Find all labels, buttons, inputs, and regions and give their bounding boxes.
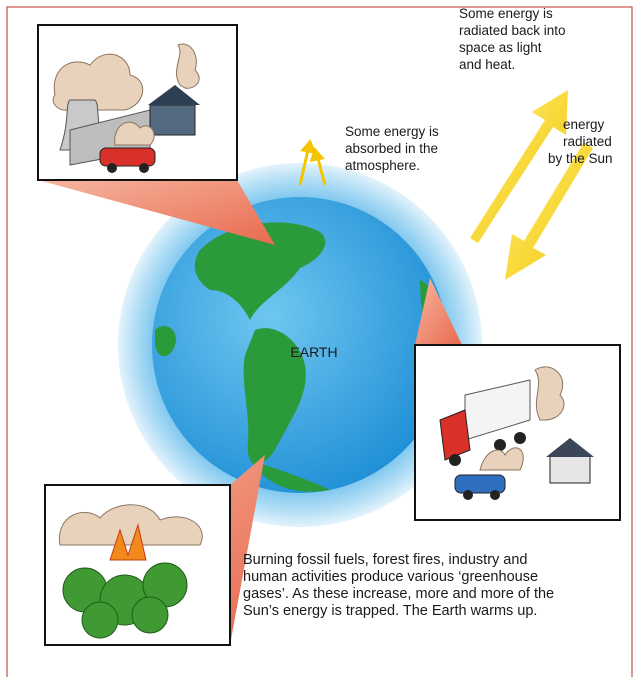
label-line: radiated back into: [459, 23, 566, 38]
outgoing-arrow: [470, 90, 568, 243]
caption-line: Sun’s energy is trapped. The Earth warms…: [243, 603, 537, 619]
caption-line: gases’. As these increase, more and more…: [243, 586, 554, 602]
page: {"labels": { "radiated_back": ["Some ene…: [0, 0, 639, 677]
inset-industry: [38, 25, 237, 180]
earth-label: EARTH: [290, 344, 337, 360]
label-line: atmosphere.: [345, 158, 420, 173]
absorbed-label: Some energy is absorbed in the atmospher…: [345, 124, 439, 173]
label-line: by the Sun: [548, 151, 613, 166]
label-line: radiated: [563, 134, 612, 149]
label-line: Some energy is: [345, 124, 439, 139]
diagram: EARTH: [0, 0, 639, 677]
label-line: energy: [563, 117, 605, 132]
label-line: space as light: [459, 40, 542, 55]
radiated-back-label: Some energy is radiated back into space …: [459, 6, 566, 72]
label-line: Some energy is: [459, 6, 553, 21]
inset-transport: [415, 345, 620, 520]
caption: Burning fossil fuels, forest fires, indu…: [243, 552, 554, 619]
caption-line: Burning fossil fuels, forest fires, indu…: [243, 552, 528, 568]
caption-line: human activities produce various ‘greenh…: [243, 569, 538, 585]
label-line: absorbed in the: [345, 141, 438, 156]
inset-forest: [45, 485, 230, 645]
label-line: and heat.: [459, 57, 515, 72]
